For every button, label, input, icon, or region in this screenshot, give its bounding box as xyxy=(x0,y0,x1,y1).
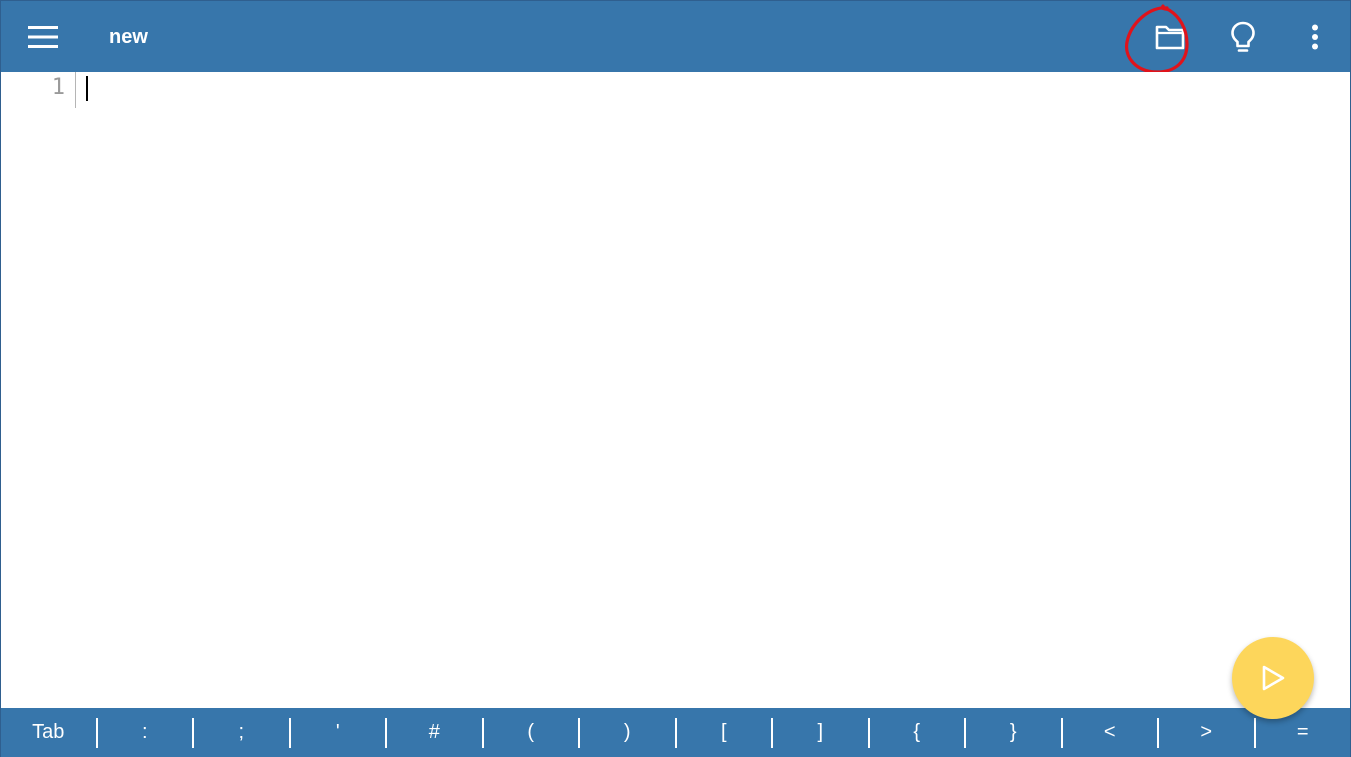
app-bar: new xyxy=(1,0,1350,72)
text-caret xyxy=(86,76,88,101)
key-equals[interactable]: = xyxy=(1296,721,1309,743)
key-separator xyxy=(964,717,966,748)
key-separator xyxy=(288,717,291,748)
key-tab[interactable]: Tab xyxy=(32,721,65,743)
hint-button[interactable] xyxy=(1215,1,1271,73)
key-close-bracket[interactable]: ] xyxy=(817,721,824,743)
menu-button[interactable] xyxy=(15,1,71,73)
code-text[interactable] xyxy=(77,72,1350,708)
code-editor[interactable]: 1 xyxy=(1,72,1350,708)
key-separator xyxy=(771,717,773,748)
file-title: new xyxy=(109,26,148,48)
key-open-bracket[interactable]: [ xyxy=(720,721,727,743)
key-open-paren[interactable]: ( xyxy=(527,721,535,743)
play-icon xyxy=(1262,665,1285,691)
key-hash[interactable]: # xyxy=(428,721,440,743)
key-separator xyxy=(867,717,870,748)
key-separator xyxy=(1157,717,1159,748)
key-separator xyxy=(95,717,98,748)
more-options-button[interactable] xyxy=(1287,1,1343,73)
key-colon[interactable]: : xyxy=(141,721,148,743)
key-separator xyxy=(1060,717,1063,748)
open-folder-button[interactable] xyxy=(1142,1,1198,73)
key-separator xyxy=(385,717,387,748)
symbol-keybar: Tab : ; ' # ( ) [ ] { } < > = xyxy=(1,708,1350,757)
key-greater-than[interactable]: > xyxy=(1200,721,1213,743)
folder-icon xyxy=(1155,25,1185,50)
key-separator xyxy=(481,717,484,748)
key-apostrophe[interactable]: ' xyxy=(335,721,340,743)
key-separator xyxy=(578,717,580,748)
key-separator xyxy=(192,717,194,748)
hamburger-menu-icon xyxy=(28,26,58,48)
gutter-divider xyxy=(75,72,76,108)
key-close-brace[interactable]: } xyxy=(1009,721,1017,743)
run-button[interactable] xyxy=(1232,637,1314,719)
more-vert-icon xyxy=(1312,24,1318,50)
lightbulb-icon xyxy=(1231,21,1255,52)
key-separator xyxy=(1253,717,1256,748)
key-separator xyxy=(674,717,677,748)
key-open-brace[interactable]: { xyxy=(913,721,921,743)
key-close-paren[interactable]: ) xyxy=(623,721,631,743)
key-semicolon[interactable]: ; xyxy=(238,721,245,743)
line-number: 1 xyxy=(51,75,65,100)
key-less-than[interactable]: < xyxy=(1103,721,1116,743)
